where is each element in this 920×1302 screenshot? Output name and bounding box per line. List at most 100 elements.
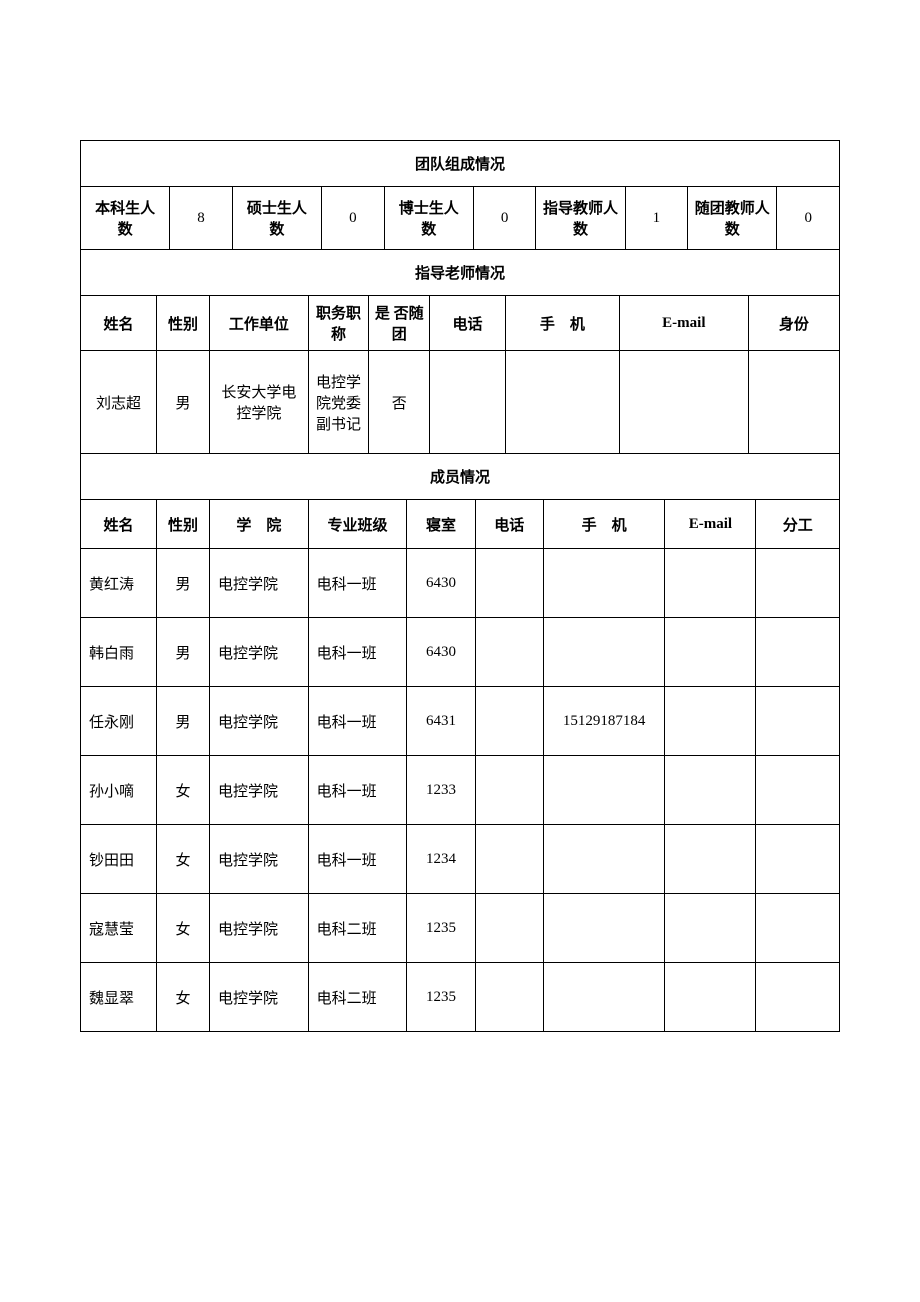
member-email (665, 549, 756, 618)
section-header-team: 团队组成情况 (81, 141, 840, 187)
member-th-college: 学 院 (210, 500, 309, 549)
member-phone (475, 756, 543, 825)
member-dorm: 1233 (407, 756, 475, 825)
advisor-count-label: 指导教师人数 (536, 187, 625, 250)
member-college: 电控学院 (210, 963, 309, 1032)
member-dorm: 1235 (407, 963, 475, 1032)
members-table: 成员情况 姓名 性别 学 院 专业班级 寝室 电话 手 机 E-mail 分工 … (80, 454, 840, 1032)
undergrad-value: 8 (170, 187, 233, 250)
advisor-th-unit: 工作单位 (210, 296, 309, 351)
member-name: 孙小嘀 (81, 756, 157, 825)
member-th-dorm: 寝室 (407, 500, 475, 549)
member-th-class: 专业班级 (308, 500, 407, 549)
undergrad-label: 本科生人 数 (81, 187, 170, 250)
member-name: 钞田田 (81, 825, 157, 894)
advisor-th-gender: 性别 (156, 296, 209, 351)
member-phone (475, 549, 543, 618)
advisor-th-identity: 身份 (748, 296, 839, 351)
member-college: 电控学院 (210, 549, 309, 618)
table-row: 寇慧莹女电控学院电科二班1235 (81, 894, 840, 963)
member-role (756, 963, 840, 1032)
member-phone (475, 894, 543, 963)
member-college: 电控学院 (210, 618, 309, 687)
advisor-th-mobile: 手 机 (506, 296, 620, 351)
member-mobile (543, 618, 664, 687)
member-gender: 女 (156, 894, 209, 963)
member-name: 韩白雨 (81, 618, 157, 687)
member-college: 电控学院 (210, 756, 309, 825)
member-phone (475, 825, 543, 894)
advisor-count-value: 1 (625, 187, 688, 250)
section-header-advisor: 指导老师情况 (81, 250, 840, 296)
member-role (756, 687, 840, 756)
table-row: 钞田田女电控学院电科一班1234 (81, 825, 840, 894)
member-dorm: 1235 (407, 894, 475, 963)
member-th-gender: 性别 (156, 500, 209, 549)
advisor-mobile (506, 351, 620, 454)
advisor-email (619, 351, 748, 454)
member-mobile (543, 963, 664, 1032)
member-class: 电科一班 (308, 756, 407, 825)
advisor-table: 指导老师情况 姓名 性别 工作单位 职务职称 是 否随 团 电话 手 机 E-m… (80, 250, 840, 454)
advisor-th-name: 姓名 (81, 296, 157, 351)
advisor-gender: 男 (156, 351, 209, 454)
member-gender: 女 (156, 756, 209, 825)
member-role (756, 618, 840, 687)
member-email (665, 756, 756, 825)
member-class: 电科一班 (308, 618, 407, 687)
table-row: 黄红涛男电控学院电科一班6430 (81, 549, 840, 618)
member-email (665, 894, 756, 963)
member-class: 电科二班 (308, 894, 407, 963)
member-mobile (543, 894, 664, 963)
table-row: 任永刚男电控学院电科一班6431 15129187184 (81, 687, 840, 756)
member-email (665, 618, 756, 687)
table-row: 魏显翠女电控学院电科二班1235 (81, 963, 840, 1032)
advisor-title: 电控学院党委副书记 (308, 351, 369, 454)
advisor-identity (748, 351, 839, 454)
advisor-phone (430, 351, 506, 454)
member-dorm: 6431 (407, 687, 475, 756)
member-th-name: 姓名 (81, 500, 157, 549)
member-email (665, 963, 756, 1032)
member-gender: 男 (156, 618, 209, 687)
table-row: 韩白雨男电控学院电科一班6430 (81, 618, 840, 687)
advisor-th-title: 职务职称 (308, 296, 369, 351)
member-th-email: E-mail (665, 500, 756, 549)
member-dorm: 1234 (407, 825, 475, 894)
member-name: 任永刚 (81, 687, 157, 756)
member-mobile (543, 756, 664, 825)
member-phone (475, 963, 543, 1032)
member-class: 电科二班 (308, 963, 407, 1032)
member-gender: 男 (156, 549, 209, 618)
member-phone (475, 618, 543, 687)
member-th-role: 分工 (756, 500, 840, 549)
doctor-label: 博士生人 数 (384, 187, 473, 250)
advisor-unit: 长安大学电控学院 (210, 351, 309, 454)
member-th-phone: 电话 (475, 500, 543, 549)
member-email (665, 687, 756, 756)
member-class: 电科一班 (308, 549, 407, 618)
member-gender: 女 (156, 825, 209, 894)
composition-table: 团队组成情况 本科生人 数 8 硕士生人 数 0 博士生人 数 0 指导教师人数… (80, 140, 840, 250)
document-page: 团队组成情况 本科生人 数 8 硕士生人 数 0 博士生人 数 0 指导教师人数… (80, 140, 840, 1032)
member-mobile: 15129187184 (543, 687, 664, 756)
member-role (756, 756, 840, 825)
member-name: 寇慧莹 (81, 894, 157, 963)
member-th-mobile: 手 机 (543, 500, 664, 549)
member-mobile (543, 825, 664, 894)
advisor-th-phone: 电话 (430, 296, 506, 351)
member-class: 电科一班 (308, 825, 407, 894)
table-row: 刘志超 男 长安大学电控学院 电控学院党委副书记 否 (81, 351, 840, 454)
master-label: 硕士生人 数 (232, 187, 321, 250)
member-name: 魏显翠 (81, 963, 157, 1032)
member-gender: 男 (156, 687, 209, 756)
accompany-count-value: 0 (777, 187, 840, 250)
member-role (756, 894, 840, 963)
member-college: 电控学院 (210, 825, 309, 894)
advisor-th-accompany: 是 否随 团 (369, 296, 430, 351)
master-value: 0 (322, 187, 385, 250)
accompany-count-label: 随团教师人数 (688, 187, 777, 250)
member-college: 电控学院 (210, 687, 309, 756)
member-class: 电科一班 (308, 687, 407, 756)
member-role (756, 549, 840, 618)
